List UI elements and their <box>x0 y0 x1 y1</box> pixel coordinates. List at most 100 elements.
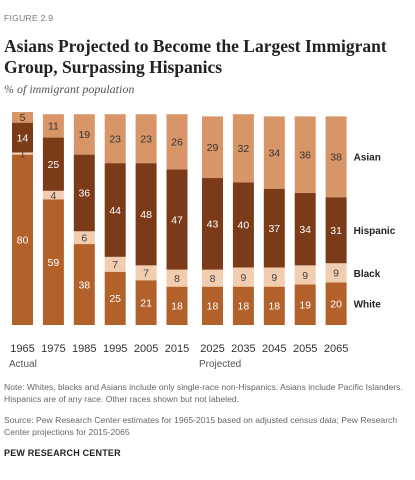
bar-segment <box>325 112 347 117</box>
x-tick-label: 2025 <box>200 343 224 355</box>
data-label: 23 <box>109 133 121 145</box>
bar-segment <box>325 263 347 283</box>
data-label: 20 <box>330 299 342 311</box>
bar-segment <box>12 152 33 155</box>
data-label: 8 <box>210 273 216 285</box>
group-label: Actual <box>9 359 37 370</box>
bar-segment <box>232 112 254 115</box>
bar-segment <box>263 116 285 189</box>
bar-segment <box>232 267 254 287</box>
data-label: 32 <box>238 143 250 155</box>
data-label: 44 <box>109 205 121 217</box>
x-tick-label: 1985 <box>72 343 96 355</box>
data-label: 43 <box>207 219 219 231</box>
bar-segment <box>294 116 316 193</box>
chart-title: Asians Projected to Become the Largest I… <box>4 36 387 77</box>
data-label: 7 <box>143 268 149 280</box>
bar-segment <box>294 112 316 117</box>
data-label: 18 <box>268 301 280 313</box>
data-label: 26 <box>171 137 183 149</box>
legend-label: Asian <box>354 153 381 164</box>
bar-segment <box>12 112 33 123</box>
data-label: 8 <box>174 273 180 285</box>
bar-segment <box>232 286 254 325</box>
bar-segment <box>325 282 347 325</box>
chart-subtitle: % of immigrant population <box>4 82 135 96</box>
bar-segment <box>263 267 285 287</box>
data-label: 9 <box>271 272 277 284</box>
data-label: 19 <box>299 300 311 312</box>
x-tick-label: 2045 <box>262 343 286 355</box>
data-label: 47 <box>171 214 183 226</box>
data-label: 5 <box>20 112 26 124</box>
credit: PEW RESEARCH CENTER <box>4 448 121 458</box>
bar-segment <box>42 112 64 115</box>
bar-segment <box>73 112 95 115</box>
bar-segment <box>73 231 95 245</box>
bar-segment <box>202 269 223 287</box>
data-label: 6 <box>81 232 87 244</box>
legend-label: Black <box>354 269 381 280</box>
bar-segment <box>42 199 64 325</box>
bar-segment <box>135 112 157 115</box>
data-label: 31 <box>330 225 342 237</box>
x-tick-label: 2065 <box>324 343 348 355</box>
data-label: 21 <box>140 297 152 309</box>
data-label: 18 <box>207 301 219 313</box>
bar-segment <box>294 265 316 285</box>
bar-segment <box>325 197 347 264</box>
data-label: 18 <box>238 301 250 313</box>
bar-segment <box>232 114 254 183</box>
x-tick-label: 2005 <box>134 343 158 355</box>
bar-segment <box>166 286 188 325</box>
data-label: 36 <box>299 149 311 161</box>
bar-segment <box>104 112 126 115</box>
bar-segment <box>263 286 285 325</box>
legend-label: Hispanic <box>354 226 396 237</box>
data-label: 23 <box>140 133 152 145</box>
bar-segment <box>104 256 126 272</box>
bar-segment <box>73 114 95 155</box>
data-label: 34 <box>299 224 311 236</box>
data-label: 9 <box>240 272 246 284</box>
bar-segment <box>325 116 347 198</box>
x-tick-label: 1995 <box>103 343 127 355</box>
chart-source: Source: Pew Research Center estimates fo… <box>4 415 398 437</box>
bar-segment <box>104 114 126 164</box>
data-label: 11 <box>48 121 59 133</box>
data-label: 25 <box>109 293 121 305</box>
data-label: 25 <box>48 159 60 171</box>
bar-segment <box>202 286 223 325</box>
data-label: 34 <box>268 147 280 159</box>
data-label: 9 <box>333 268 339 280</box>
stacked-bar-chart: 80 1 14 5 1965 59 4 25 11 1975 38 6 36 19 1985 25 7 44 23 1… <box>9 112 396 370</box>
data-label: 19 <box>78 129 90 141</box>
x-tick-label: 2015 <box>165 343 189 355</box>
data-label: 38 <box>330 152 342 164</box>
bar-segment <box>104 163 126 257</box>
bar-segment <box>232 182 254 268</box>
x-tick-label: 2035 <box>231 343 255 355</box>
data-label: 40 <box>238 220 250 232</box>
bar-segment <box>135 265 157 281</box>
bar-segment <box>42 137 64 191</box>
figure-label: FIGURE 2.9 <box>4 13 54 23</box>
data-label: 80 <box>17 235 29 247</box>
bar-segment <box>202 178 223 270</box>
data-label: 18 <box>171 301 183 313</box>
data-label: 48 <box>140 209 152 221</box>
data-label: 4 <box>50 190 56 202</box>
bar-segment <box>166 169 188 270</box>
bar-segment <box>202 112 223 117</box>
bar-segment <box>166 112 188 115</box>
bar-segment <box>135 280 157 325</box>
data-label: 29 <box>207 142 219 154</box>
data-label: 7 <box>112 259 118 271</box>
bar-segment <box>73 154 95 232</box>
data-label: 38 <box>78 279 90 291</box>
bar-segment <box>42 114 64 138</box>
chart-note: Note: Whites, blacks and Asians include … <box>4 382 403 404</box>
bar-segment <box>294 284 316 325</box>
bar-segment <box>12 154 33 325</box>
data-label: 59 <box>48 257 60 269</box>
